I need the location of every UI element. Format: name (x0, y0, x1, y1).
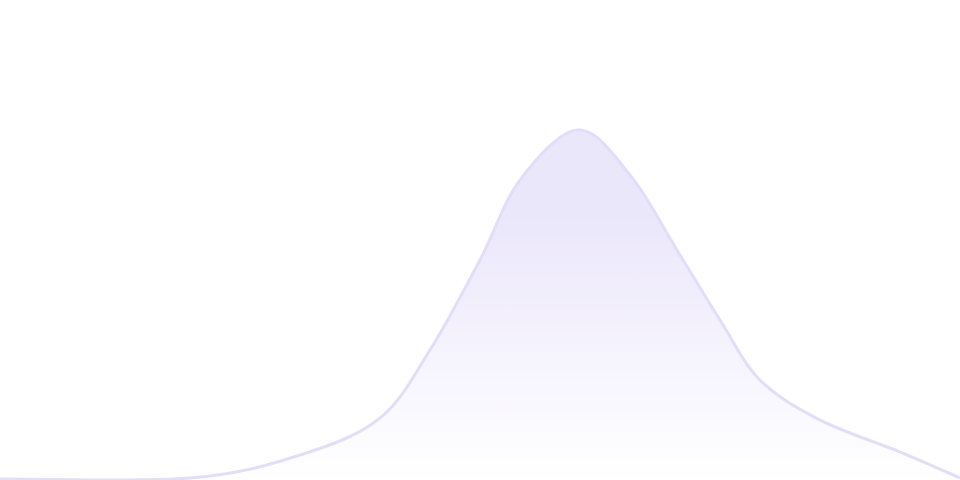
area-fill-series-0 (0, 129, 960, 480)
area-line-series-0 (0, 128, 960, 480)
